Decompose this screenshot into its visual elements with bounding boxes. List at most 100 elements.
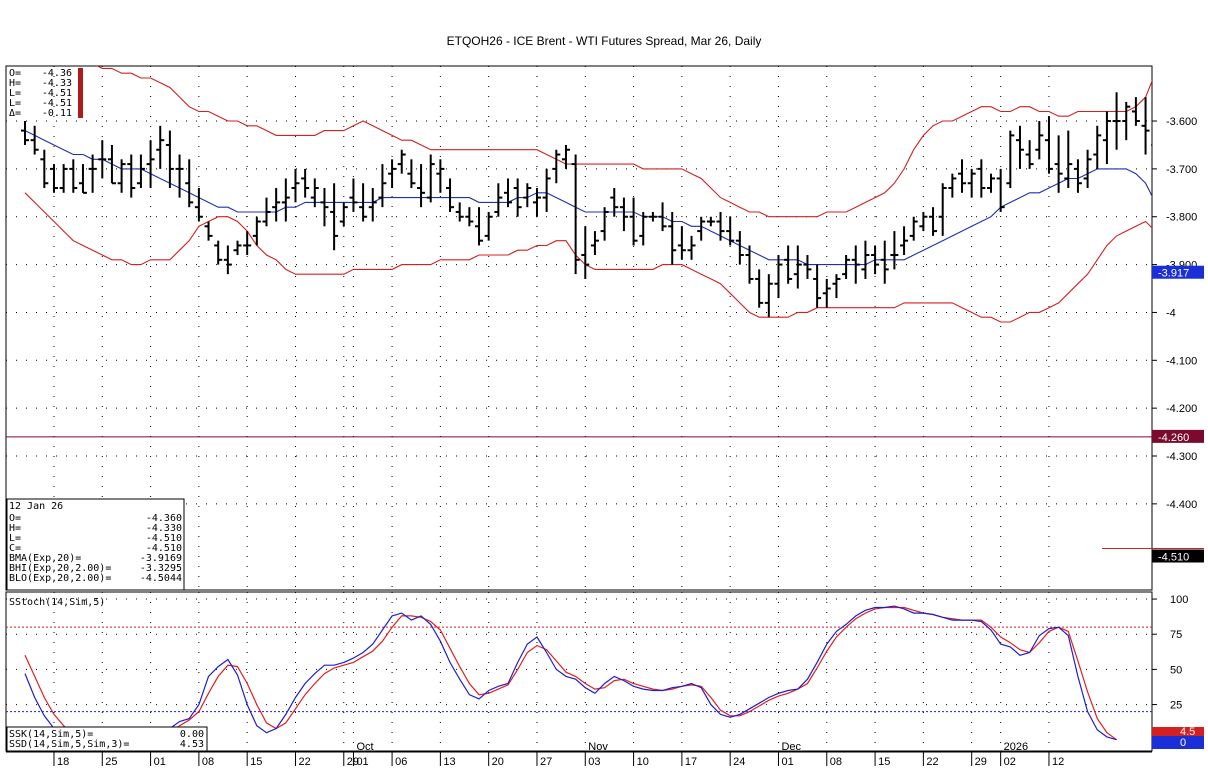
ohlc-bar	[1035, 121, 1044, 160]
ohlc-bar	[832, 274, 841, 299]
info-box-value: -4.510	[146, 543, 182, 554]
ohlc-bar	[513, 178, 522, 217]
x-tick-label: 27	[540, 756, 552, 768]
ohlc-bar	[1044, 116, 1053, 174]
x-tick-label: 08	[830, 756, 842, 768]
ohlc-bar	[842, 255, 851, 279]
header-quote-value: -4.51	[42, 98, 72, 109]
x-tick-label: 15	[250, 756, 262, 768]
ohlc-bar	[455, 202, 464, 222]
ohlc-bar	[1083, 149, 1092, 189]
ohlc-bar	[687, 235, 696, 260]
ohlc-bar	[1015, 125, 1024, 169]
ohlc-bar	[310, 178, 319, 208]
y-tick-label: 50	[1170, 664, 1182, 676]
ohlc-bar	[98, 140, 107, 179]
ohlc-bar	[658, 202, 667, 232]
ohlc-bar	[677, 226, 686, 260]
ohlc-bar	[822, 278, 831, 308]
ohlc-bar	[1073, 159, 1082, 193]
month-label: Dec	[781, 741, 801, 753]
x-tick-label: 22	[298, 756, 310, 768]
ohlc-bar	[532, 188, 541, 217]
ohlc-bar	[446, 178, 455, 212]
x-tick-label: 25	[105, 756, 117, 768]
stoch-info-value: 4.53	[180, 739, 204, 750]
ohlc-bar	[813, 264, 822, 308]
stoch-info-label: SSD(14,Sim,5,Sim,3)=	[9, 739, 129, 750]
x-tick-label: 20	[492, 756, 504, 768]
info-box-value: -4.5044	[140, 573, 182, 584]
last-price-tag	[1152, 549, 1204, 563]
ohlc-bar	[484, 211, 493, 241]
header-quote-value: -4.51	[42, 88, 72, 99]
x-tick-label: 24	[733, 756, 745, 768]
ohlc-bar	[59, 164, 68, 193]
ohlc-bar	[368, 188, 377, 222]
ohlc-bar	[996, 168, 1005, 212]
ohlc-bar	[465, 207, 474, 227]
y-tick-label: -4.200	[1166, 403, 1197, 415]
ohlc-bar	[726, 216, 735, 246]
x-tick-label: 29	[975, 756, 987, 768]
header-quote-label: L=	[9, 98, 21, 109]
x-tick-label: 12	[1052, 756, 1064, 768]
x-tick-label: 01	[154, 756, 166, 768]
ssd-value-tag-label: 4.5	[1180, 726, 1195, 738]
ohlc-bar	[619, 197, 628, 232]
stoch-lines-group	[24, 605, 1117, 741]
x-tick-label: 10	[637, 756, 649, 768]
ohlc-bar	[571, 154, 580, 275]
bma-value-tag	[1152, 265, 1204, 279]
ohlc-bar	[417, 164, 426, 208]
ohlc-bar	[49, 164, 58, 193]
ohlc-bar	[948, 173, 957, 198]
stoch-info-label: SSK(14,Sim,5)=	[9, 729, 93, 740]
ssk-value-tag	[1152, 736, 1204, 749]
x-tick-label: 08	[202, 756, 214, 768]
ohlc-bar	[706, 216, 715, 227]
header-quote-bar	[78, 68, 83, 118]
ohlc-bar	[262, 197, 271, 227]
x-tick-label: 01	[356, 756, 368, 768]
ohlc-bar	[349, 178, 358, 212]
ohlc-bar	[223, 245, 232, 275]
ohlc-bar	[320, 188, 329, 227]
y-tick-label: -3.800	[1166, 212, 1197, 224]
ohlc-bar	[397, 149, 406, 174]
header-quote-label: Δ=	[9, 108, 21, 119]
stoch-panel-frame	[5, 591, 1153, 752]
info-box-label: L=	[9, 533, 21, 544]
price-panel-frame	[5, 65, 1153, 591]
x-tick-label: 13	[443, 756, 455, 768]
ohlc-bar	[552, 149, 561, 184]
stoch-info-value: 0.00	[180, 729, 204, 740]
ohlc-bar	[252, 216, 261, 246]
info-box-date: 12 Jan 26	[9, 501, 63, 512]
header-quote-label: O=	[9, 68, 21, 79]
ohlc-bar	[1093, 125, 1102, 169]
ohlc-bar	[1112, 92, 1121, 150]
ohlc-bar	[851, 245, 860, 284]
ohlc-bar	[581, 226, 590, 279]
ohlc-bar	[900, 226, 909, 256]
ohlc-bar	[987, 173, 995, 193]
ohlc-bar	[697, 216, 706, 241]
y-tick-label: -4.100	[1166, 355, 1197, 367]
ohlc-bar	[359, 183, 368, 222]
ohlc-bar	[774, 255, 783, 299]
x-tick-label: 18	[57, 756, 69, 768]
month-label: Nov	[588, 741, 608, 753]
ohlc-bar	[919, 211, 928, 232]
ohlc-bar	[735, 231, 744, 265]
ohlc-bar	[871, 245, 880, 275]
ohlc-bar	[136, 154, 145, 189]
y-tick-label: -4	[1166, 307, 1176, 319]
ohlc-bars-group	[21, 92, 1208, 556]
ohlc-bar	[1054, 135, 1063, 193]
month-label: Oct	[356, 741, 373, 753]
bollinger-upper-line	[96, 66, 1152, 218]
ohlc-bar	[561, 144, 570, 169]
ohlc-bar	[1200, 470, 1208, 556]
